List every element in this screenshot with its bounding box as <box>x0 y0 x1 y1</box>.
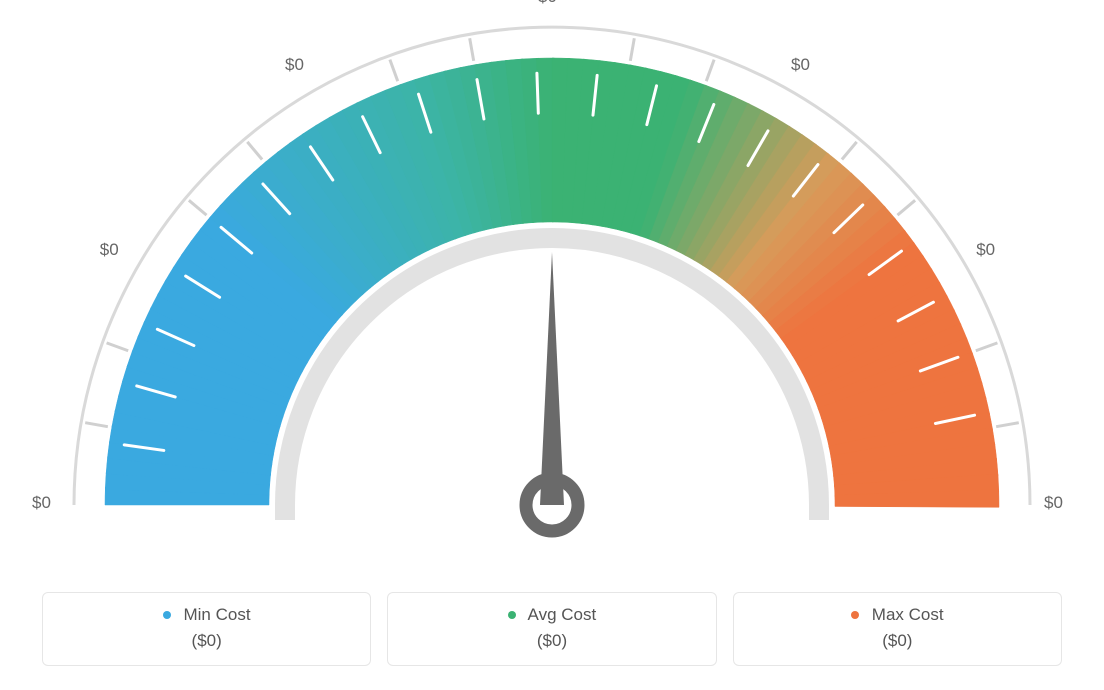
legend-dot-max <box>851 611 859 619</box>
gauge-tick-label: $0 <box>538 0 557 7</box>
legend-box-avg: Avg Cost ($0) <box>387 592 716 666</box>
gauge-chart: $0 $0 $0 $0 $0 $0 $0 <box>0 0 1104 555</box>
legend-title-min: Min Cost <box>61 605 352 625</box>
legend-row: Min Cost ($0) Avg Cost ($0) Max Cost ($0… <box>42 592 1062 666</box>
legend-dot-min <box>163 611 171 619</box>
legend-label-max: Max Cost <box>872 605 944 624</box>
legend-title-avg: Avg Cost <box>406 605 697 625</box>
legend-dot-avg <box>508 611 516 619</box>
gauge-tick-label: $0 <box>285 55 304 75</box>
legend-value-max: ($0) <box>752 631 1043 651</box>
gauge-tick-label: $0 <box>32 493 51 513</box>
legend-box-min: Min Cost ($0) <box>42 592 371 666</box>
gauge-tick-label: $0 <box>100 240 119 260</box>
legend-box-max: Max Cost ($0) <box>733 592 1062 666</box>
legend-label-avg: Avg Cost <box>528 605 597 624</box>
gauge-tick-label: $0 <box>791 55 810 75</box>
gauge-svg <box>0 0 1104 555</box>
gauge-tick-label: $0 <box>976 240 995 260</box>
legend-label-min: Min Cost <box>183 605 250 624</box>
legend-title-max: Max Cost <box>752 605 1043 625</box>
legend-value-min: ($0) <box>61 631 352 651</box>
legend-value-avg: ($0) <box>406 631 697 651</box>
gauge-tick-label: $0 <box>1044 493 1063 513</box>
